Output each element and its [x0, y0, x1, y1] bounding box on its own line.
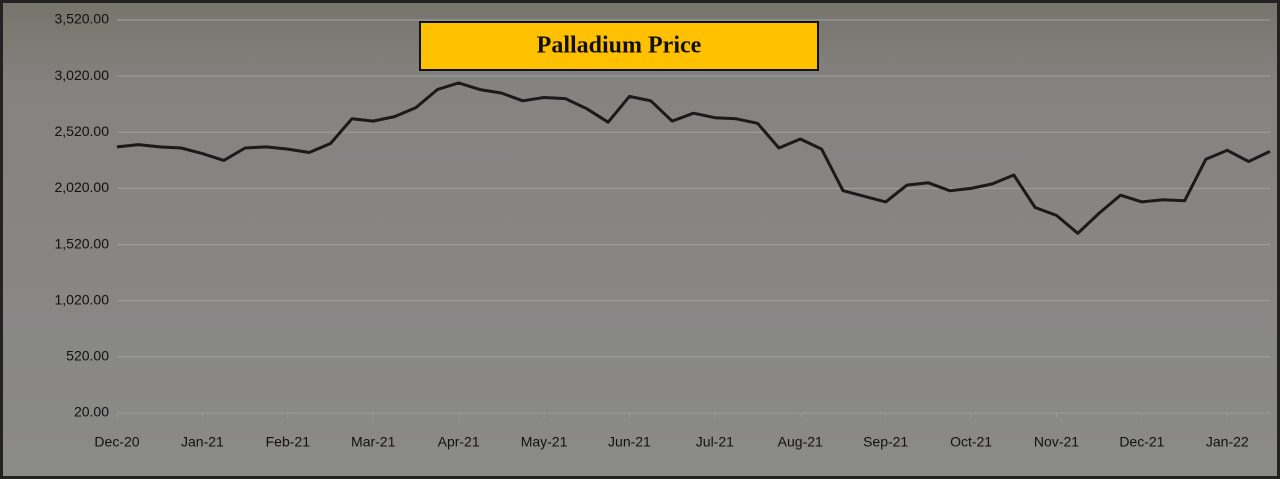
x-tick-label: Jan-21: [181, 434, 224, 450]
x-tick-label: Oct-21: [950, 434, 992, 450]
x-tick-label: Dec-21: [1119, 434, 1164, 450]
y-tick-label: 2,020.00: [55, 179, 110, 195]
x-tick-label: Mar-21: [351, 434, 396, 450]
y-tick-label: 1,520.00: [55, 235, 110, 251]
y-tick-label: 20.00: [74, 404, 109, 420]
y-tick-label: 2,520.00: [55, 123, 110, 139]
y-tick-label: 520.00: [66, 348, 109, 364]
x-tick-label: Jan-22: [1206, 434, 1249, 450]
x-tick-label: Dec-20: [94, 434, 139, 450]
x-tick-label: Apr-21: [438, 434, 480, 450]
price-line: [116, 81, 1271, 235]
x-tick-label: Sep-21: [863, 434, 908, 450]
x-tick-label: Aug-21: [778, 434, 823, 450]
chart-area: [3, 3, 1277, 476]
y-tick-label: 3,520.00: [55, 11, 110, 27]
x-tick-label: Feb-21: [266, 434, 311, 450]
x-tick-label: Jul-21: [696, 434, 734, 450]
x-tick-label: Nov-21: [1034, 434, 1079, 450]
chart-title: Palladium Price: [537, 33, 702, 59]
title-box: [419, 21, 819, 71]
y-tick-label: 1,020.00: [55, 291, 110, 307]
x-tick-label: May-21: [521, 434, 568, 450]
y-tick-label: 3,020.00: [55, 67, 110, 83]
x-tick-label: Jun-21: [608, 434, 651, 450]
